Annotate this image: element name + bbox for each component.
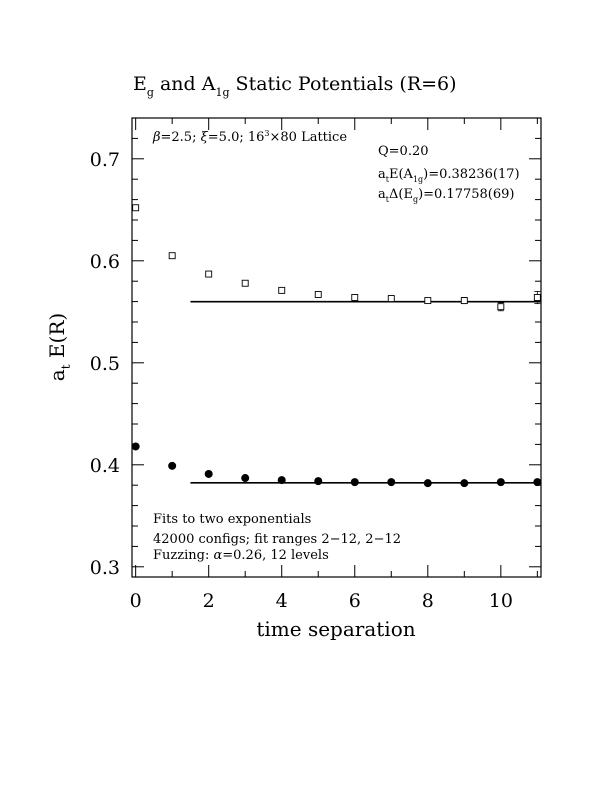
- x-tick-label: 8: [422, 590, 434, 612]
- q-annotation: Q=0.20: [378, 144, 429, 159]
- open-square-point: [351, 294, 359, 301]
- open-square-point: [424, 297, 432, 305]
- y-tick-label: 0.5: [90, 353, 120, 375]
- x-tick-label: 4: [276, 590, 288, 612]
- open-square-point: [497, 303, 505, 311]
- filled-circle-point: [204, 469, 213, 478]
- y-axis-label: at E(R): [45, 313, 73, 381]
- energy-annotation: atE(A1g)=0.38236(17): [378, 167, 520, 184]
- open-square-point: [278, 286, 286, 294]
- x-tick-label: 0: [130, 590, 142, 612]
- lattice-annotation: β=2.5; ξ=5.0; 163×80 Lattice: [152, 129, 347, 145]
- open-square-point: [460, 297, 468, 305]
- y-tick-label: 0.3: [90, 557, 120, 579]
- x-axis-label: time separation: [256, 617, 415, 641]
- y-tick-label: 0.4: [90, 455, 120, 477]
- filled-circle-point: [387, 478, 396, 487]
- x-tick-label: 2: [203, 590, 215, 612]
- filled-circle-point: [168, 461, 177, 470]
- x-tick-label: 6: [349, 590, 361, 612]
- axis-tick-labels: 0 2 4 6 8 10 0.3 0.4 0.5 0.6 0.7: [90, 149, 513, 612]
- y-tick-label: 0.7: [90, 149, 120, 171]
- filled-circle-point: [314, 477, 323, 486]
- fuzzing-annotation: Fuzzing: α=0.26, 12 levels: [153, 548, 329, 563]
- filled-circle-point: [423, 479, 432, 488]
- open-square-point: [132, 204, 140, 212]
- filled-circle-point: [350, 478, 359, 487]
- filled-circle-point: [533, 478, 542, 487]
- filled-circle-point: [496, 478, 505, 487]
- x-tick-label: 10: [489, 590, 513, 612]
- filled-circle-point: [131, 442, 140, 451]
- fit-lines: [190, 300, 541, 484]
- filled-circle-point: [277, 476, 286, 485]
- chart-title: Eg and A1g Static Potentials (R=6): [133, 73, 457, 99]
- fit-annotation-line1: Fits to two exponentials: [153, 512, 311, 527]
- filled-circle-point: [460, 479, 469, 488]
- fit-annotation-line2: 42000 configs; fit ranges 2−12, 2−12: [153, 532, 401, 547]
- open-square-point: [533, 294, 541, 301]
- y-tick-label: 0.6: [90, 251, 120, 273]
- open-square-point: [314, 291, 322, 298]
- plot-frame: [131, 117, 542, 578]
- open-square-point: [205, 270, 213, 278]
- open-square-point: [168, 252, 176, 260]
- delta-annotation: atΔ(Eg)=0.17758(69): [378, 187, 514, 204]
- filled-circle-point: [241, 474, 250, 483]
- data-points: [131, 204, 542, 488]
- open-square-point: [241, 279, 249, 287]
- open-square-point: [387, 295, 395, 302]
